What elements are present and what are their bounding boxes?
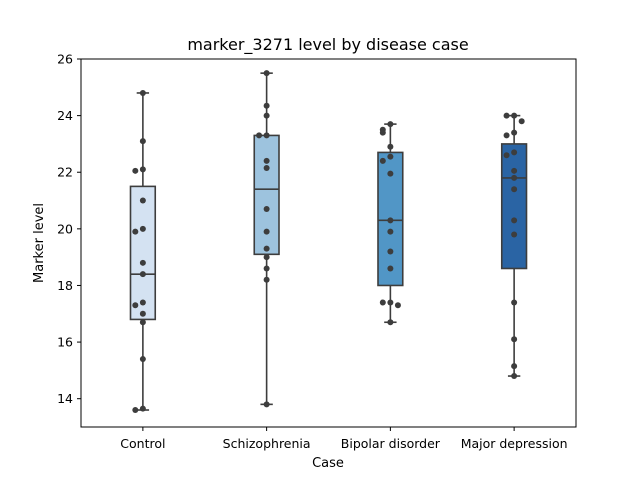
data-point xyxy=(132,228,139,235)
plot-frame xyxy=(80,58,577,428)
data-point xyxy=(263,276,270,283)
data-point xyxy=(379,299,386,306)
box-group xyxy=(253,72,280,406)
data-point xyxy=(263,132,270,139)
y-tick-label: 18 xyxy=(57,278,73,293)
x-axis-label: Case xyxy=(312,456,344,471)
x-tick-label: Bipolar disorder xyxy=(341,436,441,451)
point-group xyxy=(256,70,270,408)
iqr-box xyxy=(500,143,528,270)
data-point xyxy=(387,217,394,224)
data-point xyxy=(511,373,518,380)
y-tick-label: 26 xyxy=(57,52,73,67)
iqr-box xyxy=(253,134,280,256)
data-point xyxy=(511,149,518,156)
data-point xyxy=(263,112,270,119)
data-point xyxy=(503,152,510,159)
data-point xyxy=(139,197,146,204)
data-point xyxy=(387,248,394,255)
data-point xyxy=(263,70,270,77)
y-tick-label: 20 xyxy=(57,221,73,236)
data-point xyxy=(379,129,386,136)
box-group xyxy=(500,114,528,377)
data-point xyxy=(263,206,270,213)
data-point xyxy=(511,167,518,174)
data-point xyxy=(511,299,518,306)
data-point xyxy=(387,299,394,306)
data-point xyxy=(387,170,394,177)
plot-area xyxy=(129,70,528,414)
y-tick-label: 16 xyxy=(57,335,73,350)
data-point xyxy=(139,225,146,232)
data-point xyxy=(263,265,270,272)
data-point xyxy=(503,112,510,119)
data-point xyxy=(387,319,394,326)
data-point xyxy=(387,228,394,235)
y-tick-label: 24 xyxy=(57,108,73,123)
x-tick-label: Major depression xyxy=(461,436,568,451)
y-axis-label: Marker level xyxy=(32,203,47,283)
data-point xyxy=(263,401,270,408)
data-point xyxy=(263,254,270,261)
y-tick-label: 14 xyxy=(57,391,73,406)
data-point xyxy=(263,102,270,109)
data-point xyxy=(511,112,518,119)
data-point xyxy=(387,121,394,128)
box-group xyxy=(129,92,157,411)
data-point xyxy=(256,132,263,139)
data-point xyxy=(379,157,386,164)
data-point xyxy=(511,174,518,181)
data-point xyxy=(263,157,270,164)
data-point xyxy=(511,186,518,193)
data-point xyxy=(511,217,518,224)
data-point xyxy=(518,118,525,125)
data-point xyxy=(387,265,394,272)
data-point xyxy=(139,138,146,145)
data-point xyxy=(139,319,146,326)
point-group xyxy=(379,121,401,326)
data-point xyxy=(503,132,510,139)
point-group xyxy=(132,89,146,414)
data-point xyxy=(139,356,146,363)
data-point xyxy=(511,363,518,370)
data-point xyxy=(387,143,394,150)
y-axis: 14 16 18 20 22 24 26 xyxy=(57,52,81,406)
x-axis: Control Schizophrenia Bipolar disorder Majo… xyxy=(120,427,568,451)
data-point xyxy=(139,405,146,412)
x-tick-label: Schizophrenia xyxy=(223,436,311,451)
data-point xyxy=(511,129,518,136)
data-point xyxy=(394,302,401,309)
data-point xyxy=(511,231,518,238)
data-point xyxy=(387,153,394,160)
iqr-box xyxy=(129,185,157,321)
data-point xyxy=(263,228,270,235)
data-point xyxy=(263,164,270,171)
data-point xyxy=(139,299,146,306)
chart-title: marker_3271 level by disease case xyxy=(187,35,468,55)
data-point xyxy=(263,245,270,252)
point-group xyxy=(503,112,525,380)
data-point xyxy=(139,89,146,96)
data-point xyxy=(139,166,146,173)
data-point xyxy=(132,407,139,414)
y-tick-label: 22 xyxy=(57,165,73,180)
data-point xyxy=(511,336,518,343)
x-tick-label: Control xyxy=(120,436,165,451)
data-point xyxy=(139,310,146,317)
data-point xyxy=(132,302,139,309)
data-point xyxy=(132,167,139,174)
data-point xyxy=(139,259,146,266)
data-point xyxy=(139,271,146,278)
